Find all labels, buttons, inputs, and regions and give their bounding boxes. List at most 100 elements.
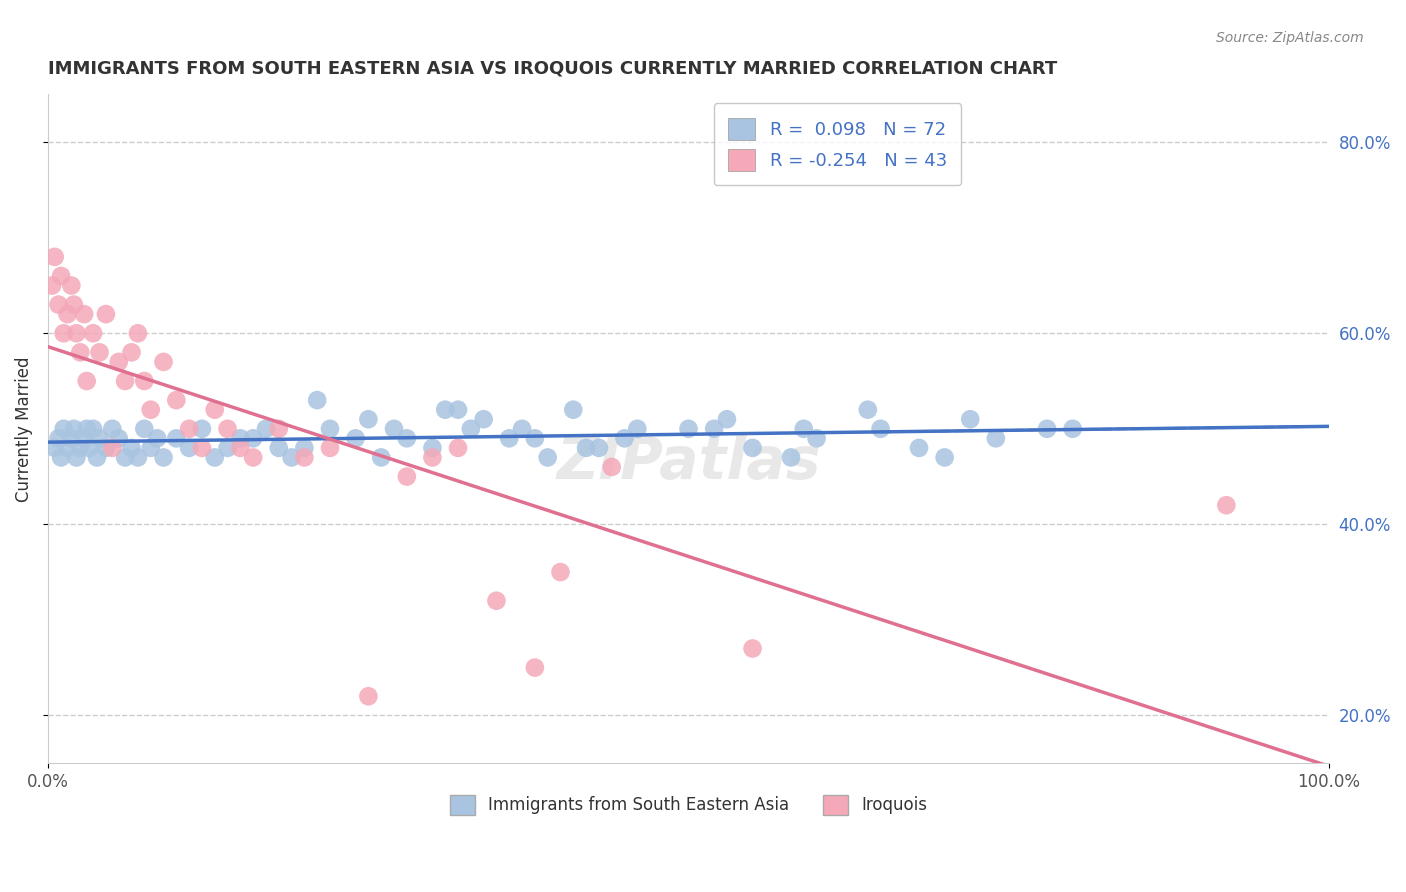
Point xyxy=(69,441,91,455)
Point xyxy=(82,326,104,341)
Point xyxy=(806,431,828,445)
Point xyxy=(472,412,495,426)
Point xyxy=(73,431,96,445)
Point xyxy=(204,402,226,417)
Point xyxy=(357,412,380,426)
Point xyxy=(60,431,83,445)
Point xyxy=(48,431,70,445)
Point xyxy=(101,441,124,455)
Point xyxy=(793,422,815,436)
Point xyxy=(134,374,156,388)
Point xyxy=(86,450,108,465)
Point xyxy=(292,441,315,455)
Point xyxy=(179,441,201,455)
Point xyxy=(146,431,169,445)
Point xyxy=(485,593,508,607)
Point xyxy=(121,345,143,359)
Point xyxy=(65,450,87,465)
Point xyxy=(94,307,117,321)
Point xyxy=(127,326,149,341)
Point xyxy=(114,374,136,388)
Point xyxy=(44,441,66,455)
Point xyxy=(395,469,418,483)
Point xyxy=(575,441,598,455)
Point xyxy=(716,412,738,426)
Point xyxy=(395,431,418,445)
Point xyxy=(422,441,444,455)
Point xyxy=(127,450,149,465)
Point xyxy=(56,441,79,455)
Point xyxy=(63,422,86,436)
Point xyxy=(869,422,891,436)
Point xyxy=(537,450,560,465)
Point xyxy=(1062,422,1084,436)
Point xyxy=(908,441,931,455)
Point xyxy=(229,431,252,445)
Point xyxy=(678,422,700,436)
Point xyxy=(1036,422,1059,436)
Point xyxy=(101,422,124,436)
Point xyxy=(357,690,380,704)
Point xyxy=(49,450,72,465)
Point xyxy=(267,422,290,436)
Point xyxy=(56,307,79,321)
Point xyxy=(76,422,98,436)
Point xyxy=(254,422,277,436)
Point xyxy=(242,450,264,465)
Point xyxy=(76,374,98,388)
Point xyxy=(77,441,100,455)
Point xyxy=(179,422,201,436)
Point xyxy=(107,431,129,445)
Point xyxy=(217,441,239,455)
Point xyxy=(191,441,214,455)
Point xyxy=(52,422,75,436)
Point xyxy=(217,422,239,436)
Point xyxy=(600,460,623,475)
Point xyxy=(60,278,83,293)
Point xyxy=(626,422,648,436)
Text: IMMIGRANTS FROM SOUTH EASTERN ASIA VS IROQUOIS CURRENTLY MARRIED CORRELATION CHA: IMMIGRANTS FROM SOUTH EASTERN ASIA VS IR… xyxy=(48,60,1057,78)
Point xyxy=(856,402,879,417)
Point xyxy=(422,450,444,465)
Point xyxy=(107,355,129,369)
Point xyxy=(447,441,470,455)
Point xyxy=(498,431,520,445)
Point xyxy=(191,422,214,436)
Point xyxy=(460,422,482,436)
Point xyxy=(152,450,174,465)
Point xyxy=(63,297,86,311)
Point xyxy=(44,250,66,264)
Point xyxy=(52,326,75,341)
Point xyxy=(49,268,72,283)
Point xyxy=(82,422,104,436)
Point xyxy=(741,641,763,656)
Point xyxy=(984,431,1007,445)
Point xyxy=(1215,498,1237,512)
Legend: Immigrants from South Eastern Asia, Iroquois: Immigrants from South Eastern Asia, Iroq… xyxy=(443,788,934,822)
Point xyxy=(344,431,367,445)
Point xyxy=(382,422,405,436)
Point xyxy=(280,450,302,465)
Point xyxy=(267,441,290,455)
Point xyxy=(73,307,96,321)
Point xyxy=(165,393,187,408)
Point xyxy=(89,431,111,445)
Point xyxy=(242,431,264,445)
Point xyxy=(69,345,91,359)
Point xyxy=(319,422,342,436)
Point xyxy=(703,422,725,436)
Point xyxy=(934,450,956,465)
Point xyxy=(114,450,136,465)
Point xyxy=(562,402,585,417)
Point xyxy=(121,441,143,455)
Point xyxy=(447,402,470,417)
Point xyxy=(139,402,162,417)
Point xyxy=(780,450,803,465)
Point xyxy=(550,565,572,579)
Point xyxy=(959,412,981,426)
Point xyxy=(139,441,162,455)
Point xyxy=(41,278,63,293)
Point xyxy=(307,393,329,408)
Point xyxy=(229,441,252,455)
Text: Source: ZipAtlas.com: Source: ZipAtlas.com xyxy=(1216,31,1364,45)
